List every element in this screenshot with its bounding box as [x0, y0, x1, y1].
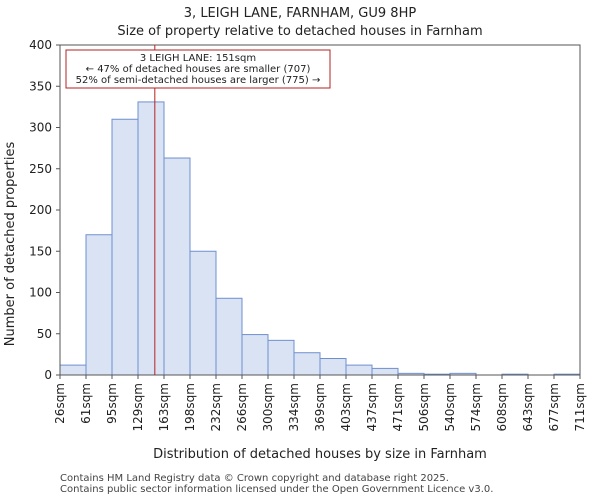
y-axis-ticks: 0 50 100 150 200 250 300 350 400	[29, 38, 60, 382]
y-tick-label: 0	[44, 368, 52, 382]
bars	[59, 101, 581, 376]
plot-frame	[59, 44, 581, 376]
x-tick-label: 711sqm	[573, 383, 587, 431]
bar-95sqm	[111, 118, 139, 376]
x-tick-label: 232sqm	[209, 383, 223, 431]
x-tick-label: 300sqm	[261, 383, 275, 431]
annotation-line-1: 3 LEIGH LANE: 151sqm	[140, 53, 256, 64]
x-tick-label: 163sqm	[157, 383, 171, 431]
x-tick-label: 540sqm	[443, 383, 457, 431]
x-tick-label: 26sqm	[53, 383, 67, 424]
bar-403sqm	[345, 364, 373, 376]
annotation-line-2: ← 47% of detached houses are smaller (70…	[86, 64, 311, 75]
bar-198sqm	[189, 250, 217, 376]
annotation-frame	[65, 49, 331, 89]
bar-300sqm	[267, 339, 295, 376]
y-tick-label: 250	[29, 162, 52, 176]
x-tick-label: 369sqm	[313, 383, 327, 431]
x-tick-label: 574sqm	[469, 383, 483, 431]
chart-title: 3, LEIGH LANE, FARNHAM, GU9 8HP	[184, 6, 417, 21]
chart-subtitle: Size of property relative to detached ho…	[117, 24, 482, 39]
x-tick-label: 608sqm	[495, 383, 509, 431]
x-axis-label: Distribution of detached houses by size …	[153, 447, 487, 462]
x-tick-label: 198sqm	[183, 383, 197, 431]
bar-232sqm	[215, 297, 243, 376]
bar-26sqm	[59, 364, 87, 376]
y-axis-label: Number of detached properties	[3, 142, 18, 347]
footer-line-2: Contains public sector information licen…	[60, 484, 494, 495]
bar-266sqm	[241, 334, 269, 376]
bar-369sqm	[319, 358, 347, 376]
x-tick-label: 334sqm	[287, 383, 301, 431]
x-tick-label: 266sqm	[235, 383, 249, 431]
x-tick-label: 506sqm	[417, 383, 431, 431]
x-tick-label: 61sqm	[79, 383, 93, 424]
y-tick-label: 50	[37, 327, 52, 341]
bar-437sqm	[371, 367, 399, 376]
x-tick-label: 437sqm	[365, 383, 379, 431]
x-tick-label: 471sqm	[391, 383, 405, 431]
y-tick-label: 300	[29, 121, 52, 135]
bar-61sqm	[85, 234, 113, 376]
y-tick-label: 200	[29, 203, 52, 217]
x-axis-ticks: 26sqm 61sqm 95sqm 129sqm 163sqm 198sqm 232sqm 2…	[53, 375, 587, 431]
x-tick-label: 403sqm	[339, 383, 353, 431]
annotation-line-3: 52% of semi-detached houses are larger (…	[76, 75, 321, 86]
x-tick-label: 677sqm	[547, 383, 561, 431]
bar-163sqm	[163, 157, 191, 376]
bar-129sqm	[137, 101, 165, 376]
x-tick-label: 129sqm	[131, 383, 145, 431]
y-tick-label: 400	[29, 38, 52, 52]
footer-line-1: Contains HM Land Registry data © Crown c…	[60, 473, 449, 484]
y-tick-label: 100	[29, 286, 52, 300]
y-tick-label: 350	[29, 79, 52, 93]
annotation-box: 3 LEIGH LANE: 151sqm ← 47% of detached h…	[65, 49, 331, 89]
x-tick-label: 643sqm	[521, 383, 535, 431]
y-tick-label: 150	[29, 244, 52, 258]
x-tick-label: 95sqm	[105, 383, 119, 424]
bar-334sqm	[293, 352, 321, 376]
